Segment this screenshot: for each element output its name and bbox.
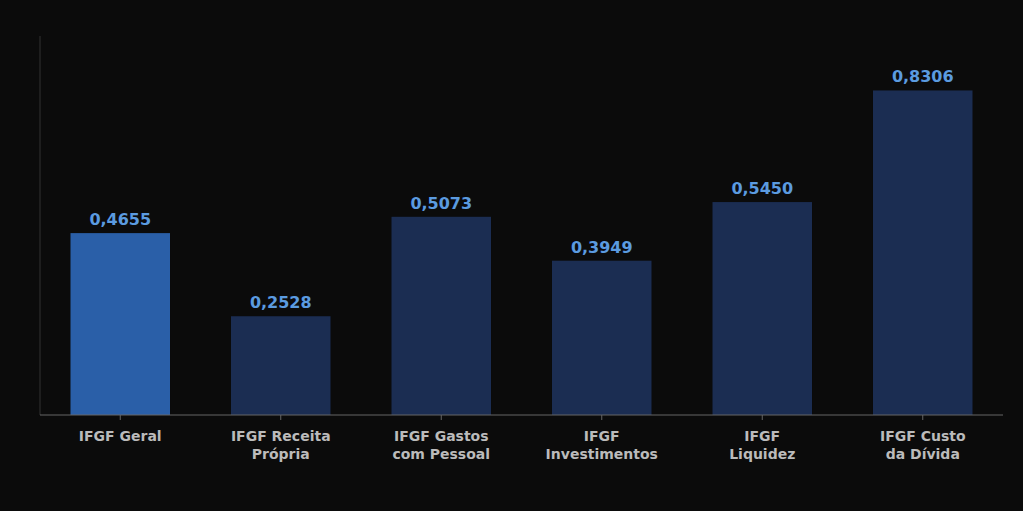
chart-svg: 0,4655 0,2528 0,5073 0,3949 0,5450 0,8306 IFGF…	[0, 0, 1023, 511]
bar	[231, 316, 331, 415]
bar	[391, 217, 491, 415]
bar	[873, 90, 973, 415]
x-tick	[601, 415, 602, 420]
x-axis-line	[40, 415, 1003, 416]
x-tick-label: IFGF Geral	[79, 428, 162, 444]
data-label: 0,2528	[250, 293, 312, 312]
x-tick-label: IFGFLiquidez	[729, 428, 795, 462]
data-label: 0,8306	[892, 67, 954, 86]
bar	[712, 202, 812, 415]
bar	[552, 261, 652, 415]
background	[0, 0, 1023, 511]
data-label: 0,5450	[731, 179, 793, 198]
bars	[70, 90, 972, 415]
x-tick	[922, 415, 923, 420]
x-tick	[120, 415, 121, 420]
data-label: 0,3949	[571, 238, 633, 257]
x-tick-label: IFGF ReceitaPrópria	[231, 428, 331, 462]
x-tick-label: IFGFInvestimentos	[546, 428, 658, 462]
data-label: 0,5073	[410, 194, 472, 213]
x-tick-label: IFGF Custoda Dívida	[880, 428, 966, 462]
data-label: 0,4655	[89, 210, 151, 229]
x-tick	[441, 415, 442, 420]
x-tick	[762, 415, 763, 420]
x-tick-label: IFGF Gastoscom Pessoal	[392, 428, 490, 462]
chart-container: 0,4655 0,2528 0,5073 0,3949 0,5450 0,8306 IFGF…	[0, 0, 1023, 511]
bar	[70, 233, 170, 415]
x-tick	[280, 415, 281, 420]
y-axis-line	[40, 36, 41, 415]
